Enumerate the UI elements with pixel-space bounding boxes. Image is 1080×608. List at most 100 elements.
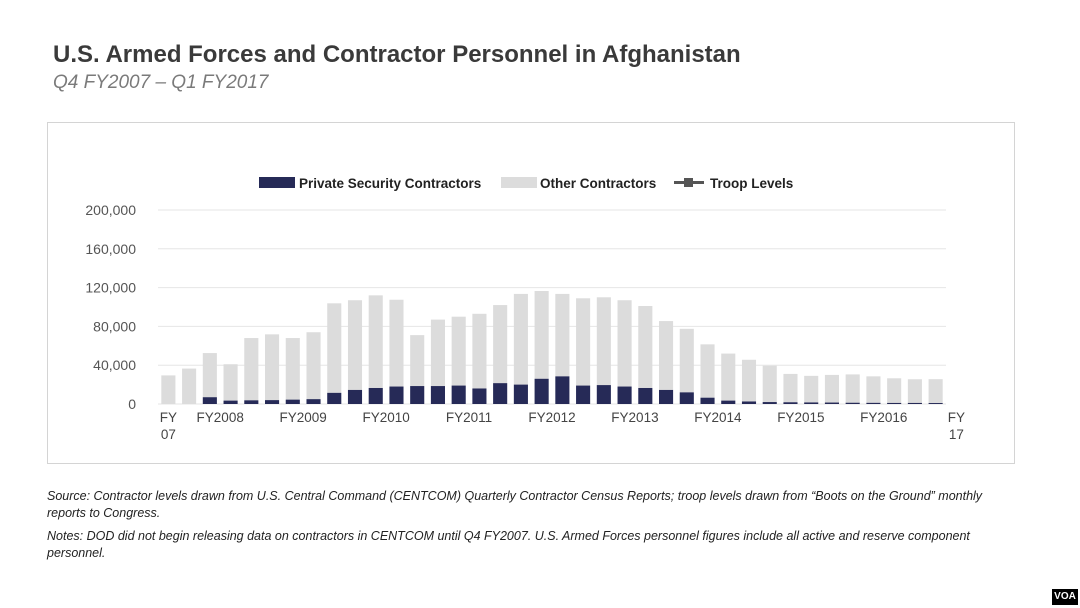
bar-other-contractors [555, 293, 570, 377]
bar-private-security [451, 385, 466, 404]
bar-other-contractors [493, 305, 508, 384]
bar-other-contractors [762, 365, 777, 403]
bar-other-contractors [576, 298, 591, 386]
bar-other-contractors [928, 379, 943, 404]
bar-private-security [845, 402, 860, 404]
y-tick-label: 160,000 [85, 241, 136, 257]
bar-other-contractors [285, 338, 300, 400]
x-tick-label: FY [948, 410, 965, 425]
bar-private-security [804, 402, 819, 404]
bar-private-security [555, 376, 570, 404]
bar-other-contractors [845, 374, 860, 403]
axes: 0 40,000 80,000 120,000 160,000 200,000 FY 07 FY… [85, 202, 965, 442]
x-tick-label: FY [160, 410, 177, 425]
bar-other-contractors [244, 338, 259, 401]
x-tick-label: 17 [949, 427, 964, 442]
bar-private-security [389, 386, 404, 404]
bar-private-security [327, 392, 342, 404]
legend-label-troop-levels: Troop Levels [710, 176, 793, 191]
bar-other-contractors [824, 374, 839, 403]
bars [161, 290, 943, 404]
bar-other-contractors [596, 297, 611, 386]
bar-other-contractors [430, 319, 445, 387]
x-tick-label: FY2011 [446, 410, 492, 425]
x-tick-label: 07 [161, 427, 176, 442]
bar-other-contractors [202, 353, 217, 398]
x-tick-label: FY2012 [528, 410, 575, 425]
bar-other-contractors [182, 368, 197, 404]
bar-private-security [493, 383, 508, 404]
bar-private-security [783, 402, 798, 404]
chart-title: U.S. Armed Forces and Contractor Personn… [53, 41, 741, 68]
bar-other-contractors [534, 290, 549, 379]
bar-other-contractors [472, 313, 487, 389]
x-tick-label: FY2015 [777, 410, 824, 425]
bar-other-contractors [700, 344, 715, 398]
bar-other-contractors [638, 306, 653, 388]
bar-private-security [741, 401, 757, 404]
x-tick-label: FY2014 [694, 410, 742, 425]
bar-other-contractors [783, 373, 798, 403]
bar-private-security [907, 402, 922, 404]
bar-other-contractors [804, 375, 819, 403]
legend-marker-troop-levels [684, 178, 693, 187]
bar-other-contractors [617, 300, 632, 387]
bar-other-contractors [679, 328, 694, 393]
bar-private-security [534, 378, 549, 404]
chart-plot: 0 40,000 80,000 120,000 160,000 200,000 FY 07 FY… [85, 176, 965, 442]
bar-other-contractors [327, 303, 342, 393]
voa-logo: VOA [1052, 589, 1078, 605]
x-tick-label: FY2013 [611, 410, 658, 425]
notes-note: Notes: DOD did not begin releasing data … [47, 529, 970, 560]
bar-other-contractors [659, 321, 674, 390]
bar-other-contractors [887, 378, 902, 403]
legend-label-private-security: Private Security Contractors [299, 176, 481, 191]
legend-swatch-other-contractors [501, 177, 537, 188]
bar-private-security [576, 385, 591, 404]
bar-other-contractors [161, 375, 176, 404]
bar-private-security [513, 384, 528, 404]
legend-label-other-contractors: Other Contractors [540, 176, 656, 191]
bar-other-contractors [866, 376, 881, 403]
bar-private-security [368, 387, 383, 404]
bar-other-contractors [265, 334, 280, 401]
y-tick-label: 40,000 [93, 357, 136, 373]
bar-private-security [347, 389, 363, 404]
bar-other-contractors [410, 335, 425, 387]
bar-private-security [472, 388, 487, 404]
legend: Private Security Contractors Other Contr… [259, 176, 793, 191]
bar-other-contractors [347, 300, 363, 390]
bar-private-security [202, 397, 217, 404]
bar-private-security [721, 400, 736, 404]
bar-private-security [285, 399, 300, 404]
bar-private-security [762, 402, 777, 404]
bar-private-security [866, 402, 881, 404]
bar-private-security [596, 385, 611, 404]
bar-private-security [700, 397, 715, 404]
bar-private-security [410, 386, 425, 404]
y-tick-label: 80,000 [93, 318, 136, 334]
bar-other-contractors [451, 316, 466, 386]
bar-other-contractors [368, 295, 383, 388]
bar-private-security [638, 387, 653, 404]
chart-frame: 0 40,000 80,000 120,000 160,000 200,000 FY 07 FY… [47, 122, 1015, 464]
x-tick-label: FY2009 [280, 410, 327, 425]
bar-other-contractors [223, 364, 238, 401]
source-note: Source: Contractor levels drawn from U.S… [47, 489, 983, 520]
bar-private-security [306, 399, 321, 404]
bar-private-security [679, 392, 694, 404]
bar-private-security [824, 402, 839, 404]
x-tick-label: FY2010 [362, 410, 409, 425]
bar-other-contractors [513, 293, 528, 385]
bar-private-security [223, 400, 238, 404]
bar-private-security [887, 402, 902, 404]
bar-private-security [430, 386, 445, 404]
bar-private-security [617, 386, 632, 404]
x-tick-label: FY2008 [197, 410, 244, 425]
y-tick-label: 200,000 [85, 202, 136, 218]
bar-other-contractors [389, 299, 404, 387]
chart-subtitle: Q4 FY2007 – Q1 FY2017 [53, 72, 269, 93]
bar-private-security [659, 389, 674, 404]
bar-other-contractors [741, 359, 757, 402]
y-tick-label: 0 [128, 396, 136, 412]
